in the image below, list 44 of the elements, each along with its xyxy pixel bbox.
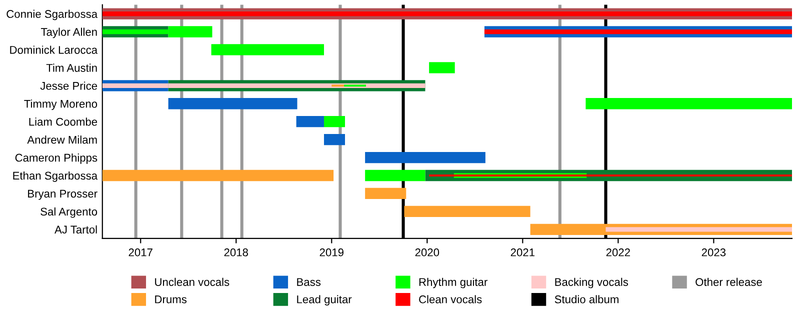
bar (484, 29, 792, 34)
legend-label: Unclean vocals (155, 278, 230, 286)
bar (606, 227, 792, 232)
y-tick-label: Connie Sgarbossa (6, 10, 98, 20)
y-tick-label: Taylor Allen (40, 28, 97, 38)
x-tick-label: 2023 (702, 248, 726, 256)
x-tick-label: 2017 (128, 248, 152, 256)
legend-label: Bass (297, 278, 321, 286)
bar (365, 170, 426, 182)
bar (365, 152, 486, 164)
bar (296, 116, 324, 128)
y-tick-label: Sal Argento (40, 207, 98, 218)
y-tick-label: Andrew Milam (27, 136, 97, 144)
legend-label: Lead guitar (297, 295, 352, 306)
bar (429, 62, 455, 74)
bar (211, 44, 324, 56)
legend-label: Rhythm guitar (419, 278, 488, 288)
x-tick-label: 2020 (415, 248, 440, 256)
x-tick-label: 2021 (510, 248, 534, 256)
y-tick-label: Cameron Phipps (15, 154, 98, 164)
bar (102, 170, 334, 182)
bar (102, 11, 792, 16)
y-tick-label: Liam Coombe (29, 118, 98, 126)
bar (168, 98, 298, 110)
y-tick-label: Dominick Larocca (10, 46, 98, 54)
x-tick-label: 2018 (224, 248, 248, 256)
y-tick-label: Jesse Price (40, 82, 98, 90)
x-tick-label: 2022 (606, 248, 630, 256)
legend-label: Other release (696, 278, 762, 286)
legend-label: Clean vocals (419, 295, 482, 304)
bar (365, 188, 406, 200)
legend-label: Backing vocals (555, 278, 628, 288)
bar (586, 98, 792, 110)
bar (324, 116, 345, 128)
y-tick-label: Ethan Sgarbossa (13, 171, 98, 182)
y-tick-label: Timmy Moreno (24, 100, 98, 110)
y-tick-label: Bryan Prosser (28, 190, 98, 200)
y-tick-label: AJ Tartol (54, 225, 97, 234)
legend-label: Studio album (554, 295, 618, 304)
legend-label: Drums (155, 296, 187, 304)
bar (324, 134, 345, 146)
bar (404, 206, 530, 218)
x-tick-label: 2019 (320, 248, 344, 256)
y-tick-label: Tim Austin (46, 64, 97, 72)
